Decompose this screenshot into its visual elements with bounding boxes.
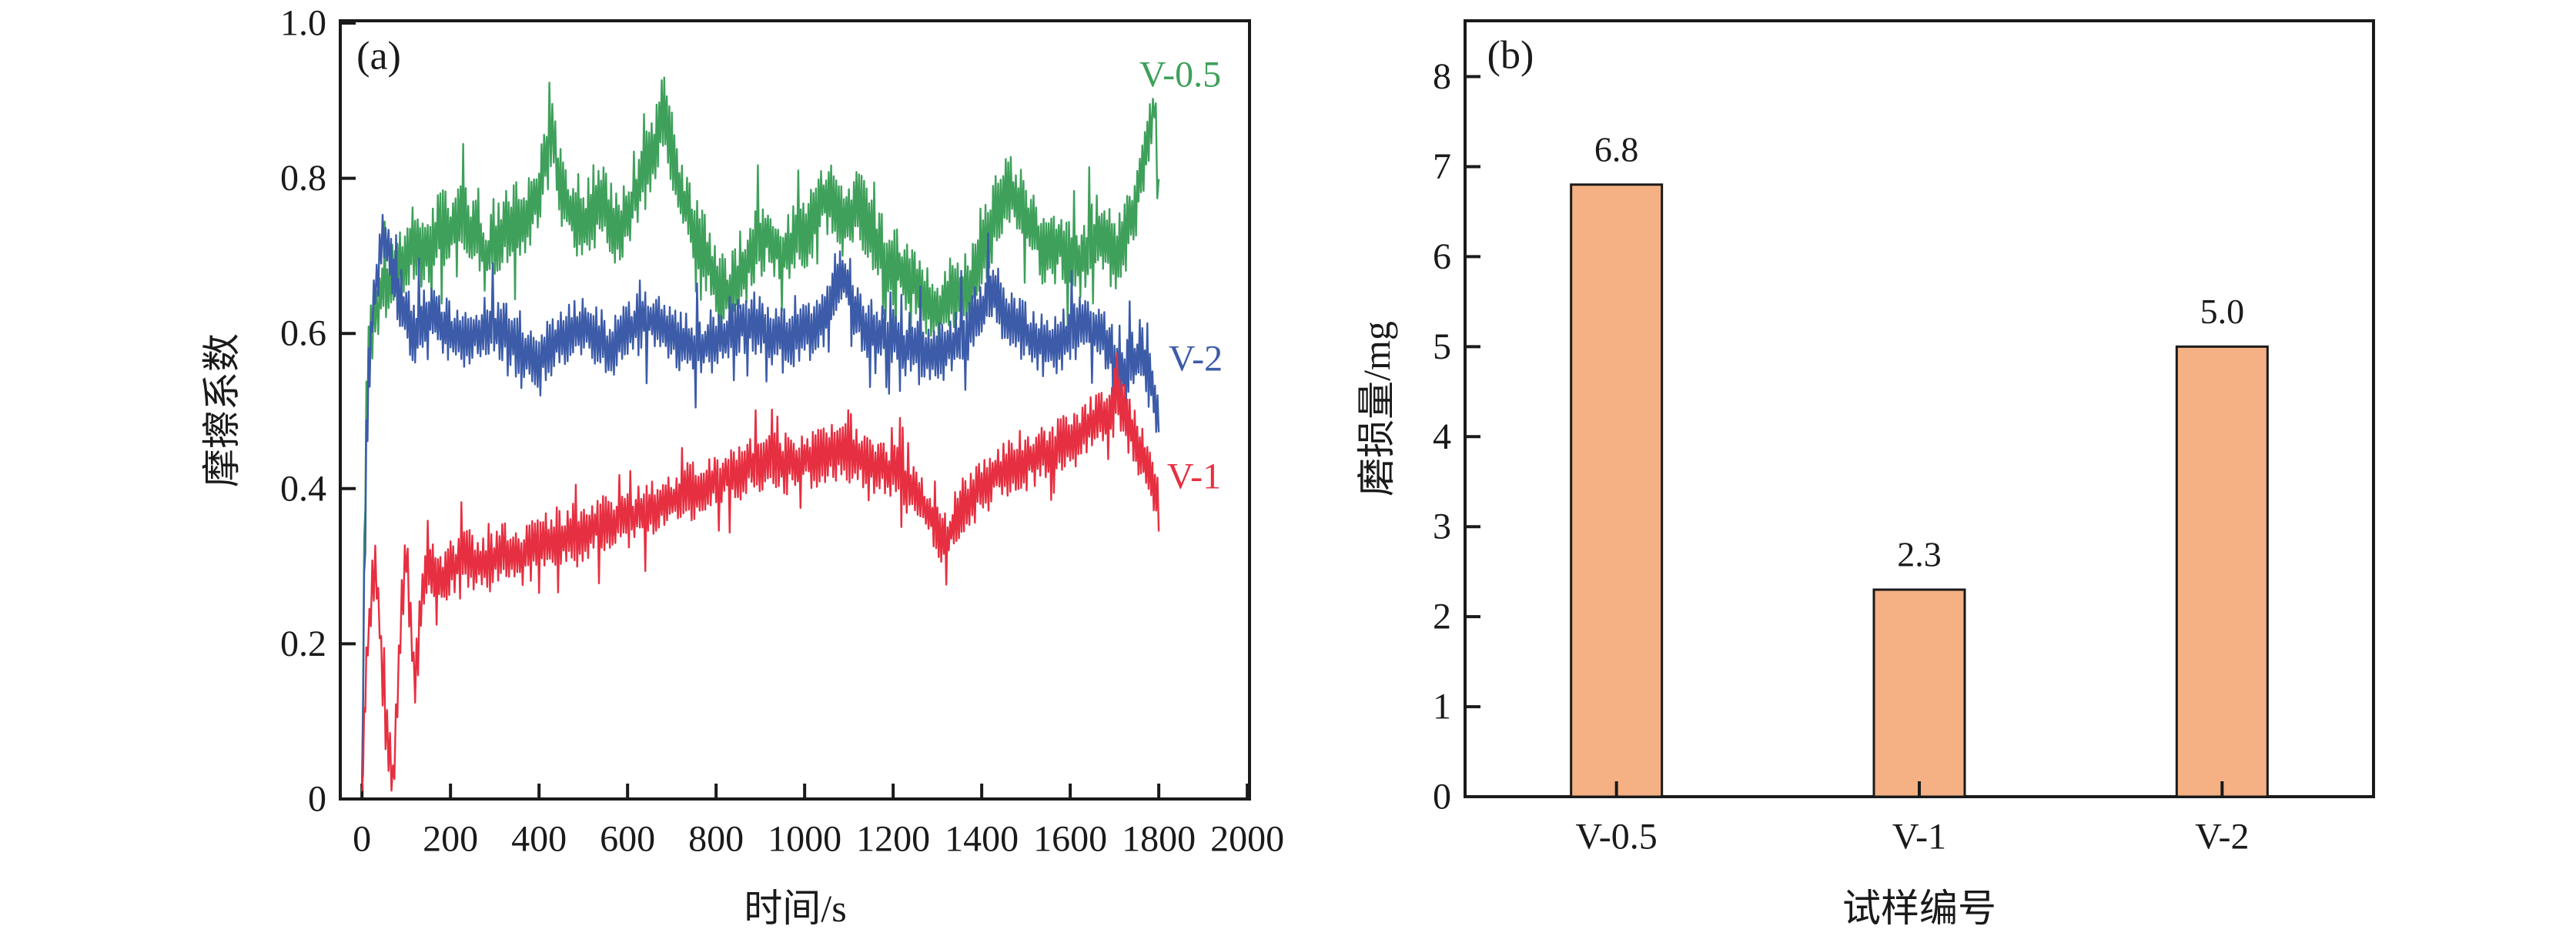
panel-a-y-tick-label: 0.4 — [280, 468, 326, 509]
bar-value-label-v-1: 2.3 — [1897, 535, 1942, 574]
panel-a-x-tick-label: 1000 — [768, 819, 841, 860]
series-line-v-2 — [361, 213, 1160, 784]
series-label-v-1: V-1 — [1167, 456, 1221, 497]
panel-a-y-axis-title: 摩擦系数 — [200, 333, 243, 487]
panel-a-x-tick-label: 2000 — [1210, 819, 1284, 860]
panel-a-x-tick-label: 1800 — [1122, 819, 1196, 860]
bar-value-label-v-0.5: 6.8 — [1594, 129, 1639, 169]
panel-b-y-tick-label: 4 — [1433, 416, 1451, 457]
bar-v-1 — [1872, 588, 1966, 798]
panel-b-y-tick-label: 3 — [1433, 506, 1451, 547]
panel-b-x-axis-title: 试样编号 — [1842, 887, 1996, 930]
panel-a-x-tick-label: 1400 — [945, 819, 1019, 860]
panel-a-x-tick-label: 800 — [688, 819, 744, 860]
panel-b-y-axis-title: 磨损量/mg — [1355, 321, 1398, 496]
panel-b-label: (b) — [1487, 34, 1534, 78]
panel-a-y-tick-label: 0.2 — [280, 623, 326, 664]
panel-a-x-tick-label: 1600 — [1033, 819, 1107, 860]
panel-b-y-tick-label: 5 — [1433, 326, 1451, 367]
panel-a-y-tick-label: 0.6 — [280, 313, 326, 354]
panel-a-frame — [339, 19, 1251, 801]
series-label-v-0.5: V-0.5 — [1139, 55, 1221, 95]
panel-b-y-tick-label: 1 — [1433, 687, 1451, 727]
bar-v-0.5 — [1570, 183, 1664, 798]
panel-a-y-tick-label: 1.0 — [280, 3, 326, 44]
panel-a-label: (a) — [356, 35, 401, 79]
panel-b-x-tick-label: V-0.5 — [1576, 817, 1658, 857]
panel-a-x-tick-label: 400 — [511, 819, 567, 860]
panel-a-y-tick-label: 0 — [308, 779, 326, 820]
panel-a-x-tick-label: 1200 — [856, 819, 930, 860]
panel-b-y-tick-label: 8 — [1433, 56, 1451, 97]
panel-a-y-tick-label: 0.8 — [280, 158, 326, 199]
panel-a-x-tick-label: 600 — [600, 819, 655, 860]
panel-b-x-tick-label: V-2 — [2195, 817, 2249, 857]
bar-v-2 — [2175, 345, 2269, 798]
panel-a-x-tick-label: 0 — [353, 819, 371, 860]
series-line-v-1 — [361, 352, 1160, 792]
panel-b-y-tick-label: 6 — [1433, 236, 1451, 277]
panel-b-y-tick-label: 7 — [1433, 146, 1451, 187]
panel-a-x-tick-label: 200 — [423, 819, 478, 860]
series-label-v-2: V-2 — [1169, 339, 1223, 379]
panel-a-x-axis-title: 时间/s — [744, 887, 846, 930]
panel-b-y-tick-label: 2 — [1433, 597, 1451, 637]
panel-b-x-tick-label: V-1 — [1892, 817, 1946, 857]
panel-b-y-tick-label: 0 — [1433, 777, 1451, 817]
series-line-v-0.5 — [361, 76, 1160, 784]
bar-value-label-v-2: 5.0 — [2200, 292, 2245, 331]
